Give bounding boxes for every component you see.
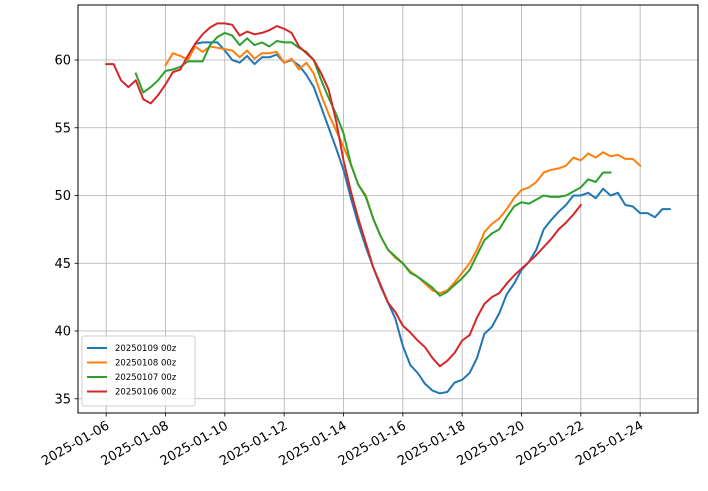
legend-label: 20250106 00z xyxy=(115,388,177,398)
axes-frame xyxy=(77,4,699,414)
legend-label: 20250108 00z xyxy=(115,359,177,369)
y-tick-label: 60 xyxy=(54,54,71,69)
series-lines xyxy=(105,22,671,395)
y-tick-label: 40 xyxy=(54,325,71,340)
series-line xyxy=(134,31,612,297)
y-tick-label: 45 xyxy=(54,257,71,272)
y-axis: 35 40 45 50 55 60 xyxy=(54,54,78,407)
x-tick-label: 2025-01-24 xyxy=(573,418,646,469)
grid xyxy=(78,5,698,413)
series-line xyxy=(194,41,671,395)
legend-label: 20250107 00z xyxy=(115,373,177,383)
legend-label: 20250109 00z xyxy=(115,344,177,354)
series-line xyxy=(105,22,583,368)
y-tick-label: 55 xyxy=(54,121,71,136)
legend-box xyxy=(81,335,196,407)
y-tick-label: 35 xyxy=(54,392,71,407)
y-tick-label: 50 xyxy=(54,189,71,204)
x-axis: 2025-01-062025-01-082025-01-102025-01-12… xyxy=(39,413,646,469)
legend: 20250109 00z 20250108 00z 20250107 00z 2025… xyxy=(81,335,196,407)
